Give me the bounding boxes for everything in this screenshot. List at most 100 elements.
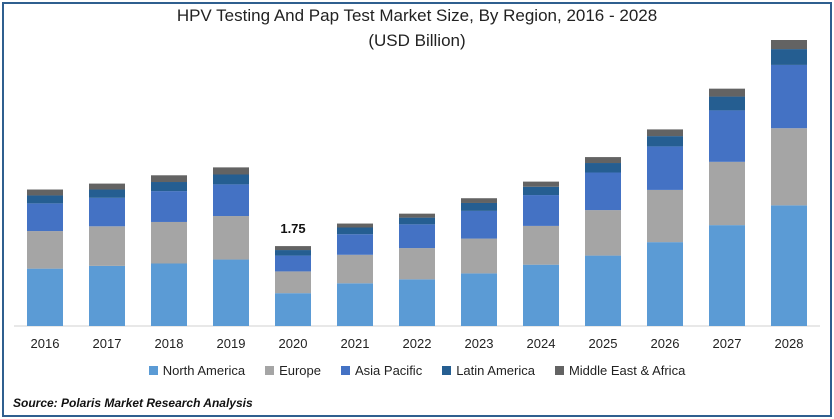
bar-2025-asia-pacific bbox=[585, 172, 621, 211]
bar-2022-north-america bbox=[399, 279, 435, 326]
x-tick-label-2021: 2021 bbox=[341, 336, 370, 351]
legend-swatch-north-america bbox=[148, 366, 158, 375]
legend-label-asia-pacific: Asia Pacific bbox=[355, 363, 423, 378]
legend-label-europe: Europe bbox=[279, 363, 321, 378]
bar-2016-asia-pacific bbox=[27, 203, 63, 232]
x-tick-label-2023: 2023 bbox=[465, 336, 494, 351]
bar-2025-latin-america bbox=[585, 163, 621, 173]
bar-2024-asia-pacific bbox=[523, 195, 559, 226]
bar-2016-europe bbox=[27, 231, 63, 269]
bar-2025-north-america bbox=[585, 255, 621, 326]
x-tick-label-2026: 2026 bbox=[651, 336, 680, 351]
bar-2017-latin-america bbox=[89, 189, 125, 198]
chart-subtitle: (USD Billion) bbox=[368, 31, 466, 50]
bar-2028-europe bbox=[771, 128, 807, 206]
bar-2018-asia-pacific bbox=[151, 191, 187, 222]
bar-2020-middle-east-africa bbox=[275, 246, 311, 251]
x-tick-label-2016: 2016 bbox=[31, 336, 60, 351]
bar-2028-asia-pacific bbox=[771, 64, 807, 129]
legend-label-latin-america: Latin America bbox=[456, 363, 535, 378]
x-tick-label-2020: 2020 bbox=[279, 336, 308, 351]
bar-2017-north-america bbox=[89, 265, 125, 326]
legend-item-latin-america: Latin America bbox=[442, 363, 535, 378]
bar-2021-asia-pacific bbox=[337, 234, 373, 255]
bar-2020-asia-pacific bbox=[275, 255, 311, 272]
legend-item-europe: Europe bbox=[265, 363, 321, 378]
bar-2026-middle-east-africa bbox=[647, 129, 683, 137]
bar-2027-latin-america bbox=[709, 96, 745, 111]
x-tick-label-2017: 2017 bbox=[93, 336, 122, 351]
bar-2019-north-america bbox=[213, 259, 249, 326]
x-tick-label-2028: 2028 bbox=[775, 336, 804, 351]
chart-title: HPV Testing And Pap Test Market Size, By… bbox=[176, 6, 658, 25]
legend-item-north-america: North America bbox=[148, 363, 246, 378]
bar-2016-north-america bbox=[27, 268, 63, 326]
bar-2028-latin-america bbox=[771, 49, 807, 65]
bar-2016-latin-america bbox=[27, 195, 63, 204]
bar-2023-latin-america bbox=[461, 202, 497, 211]
legend-label-north-america: North America bbox=[162, 363, 246, 378]
bar-2021-latin-america bbox=[337, 227, 373, 235]
bar-2017-asia-pacific bbox=[89, 197, 125, 227]
bar-2022-europe bbox=[399, 248, 435, 280]
bar-2027-north-america bbox=[709, 225, 745, 326]
bar-2019-asia-pacific bbox=[213, 184, 249, 217]
bar-2021-middle-east-africa bbox=[337, 223, 373, 228]
bar-2024-north-america bbox=[523, 264, 559, 326]
bar-2017-europe bbox=[89, 226, 125, 266]
bar-2023-asia-pacific bbox=[461, 210, 497, 239]
bar-2026-north-america bbox=[647, 242, 683, 326]
bar-2028-middle-east-africa bbox=[771, 40, 807, 50]
bar-2021-north-america bbox=[337, 283, 373, 326]
legend-item-asia-pacific: Asia Pacific bbox=[341, 363, 422, 378]
bar-2016-middle-east-africa bbox=[27, 189, 63, 196]
bar-2018-europe bbox=[151, 221, 187, 264]
legend-swatch-europe bbox=[265, 366, 275, 375]
bar-2026-europe bbox=[647, 189, 683, 243]
x-tick-label-2024: 2024 bbox=[527, 336, 556, 351]
x-tick-label-2018: 2018 bbox=[155, 336, 184, 351]
bar-2027-middle-east-africa bbox=[709, 88, 745, 97]
bar-2018-middle-east-africa bbox=[151, 175, 187, 183]
bar-2022-asia-pacific bbox=[399, 224, 435, 249]
bar-2024-middle-east-africa bbox=[523, 181, 559, 187]
bar-2019-middle-east-africa bbox=[213, 167, 249, 175]
legend-item-middle-east-africa: Middle East & Africa bbox=[554, 363, 686, 378]
bar-2023-middle-east-africa bbox=[461, 198, 497, 203]
bar-2023-europe bbox=[461, 238, 497, 274]
bar-2021-europe bbox=[337, 254, 373, 284]
bar-2026-latin-america bbox=[647, 136, 683, 147]
bar-2017-middle-east-africa bbox=[89, 183, 125, 190]
bar-2018-north-america bbox=[151, 263, 187, 326]
x-tick-label-2025: 2025 bbox=[589, 336, 618, 351]
bar-2018-latin-america bbox=[151, 182, 187, 192]
legend: North America Europe Asia Pacific Latin … bbox=[0, 363, 834, 378]
legend-label-middle-east-africa: Middle East & Africa bbox=[568, 363, 686, 378]
x-tick-label-2022: 2022 bbox=[403, 336, 432, 351]
bar-2023-north-america bbox=[461, 273, 497, 326]
bar-2024-europe bbox=[523, 225, 559, 265]
bar-2022-latin-america bbox=[399, 217, 435, 225]
legend-swatch-latin-america bbox=[442, 366, 452, 375]
bar-2020-latin-america bbox=[275, 250, 311, 256]
bar-2026-asia-pacific bbox=[647, 146, 683, 190]
bar-2025-middle-east-africa bbox=[585, 157, 621, 164]
bar-2028-north-america bbox=[771, 205, 807, 326]
x-tick-label-2027: 2027 bbox=[713, 336, 742, 351]
bar-2020-europe bbox=[275, 271, 311, 294]
bar-2024-latin-america bbox=[523, 186, 559, 196]
legend-swatch-asia-pacific bbox=[341, 366, 350, 375]
x-tick-label-2019: 2019 bbox=[217, 336, 246, 351]
data-label-2020: 1.75 bbox=[280, 221, 305, 236]
bar-2027-asia-pacific bbox=[709, 110, 745, 162]
bar-2020-north-america bbox=[275, 293, 311, 326]
source-note: Source: Polaris Market Research Analysis bbox=[13, 396, 253, 410]
bar-2025-europe bbox=[585, 210, 621, 256]
bar-2019-latin-america bbox=[213, 174, 249, 185]
bar-2022-middle-east-africa bbox=[399, 213, 435, 218]
bar-2019-europe bbox=[213, 216, 249, 260]
bar-2027-europe bbox=[709, 161, 745, 226]
legend-swatch-middle-east-africa bbox=[554, 366, 564, 375]
